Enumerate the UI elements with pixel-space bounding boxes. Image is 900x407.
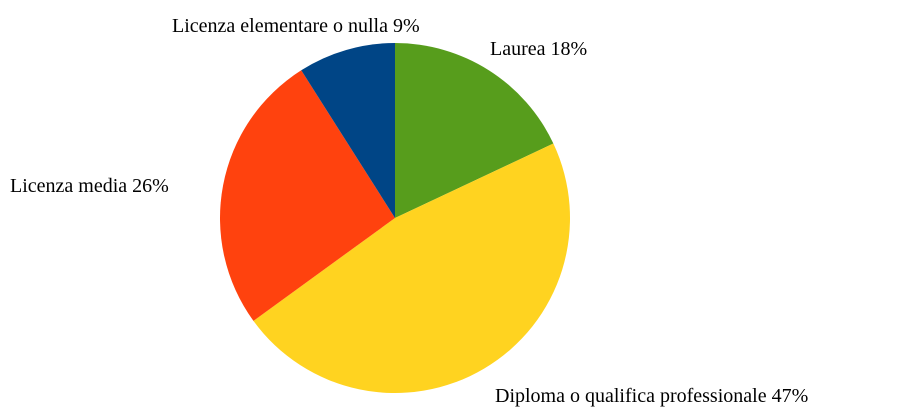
- slice-label: Licenza elementare o nulla 9%: [172, 15, 420, 37]
- category-label: Licenza elementare o nulla: [172, 15, 388, 37]
- category-label: Licenza media: [10, 175, 127, 197]
- slice-label: Licenza media 26%: [10, 175, 169, 197]
- value-label: 9%: [393, 15, 420, 37]
- category-label: Laurea: [490, 38, 546, 60]
- pie-slice: [395, 43, 554, 218]
- category-label: Diploma o qualifica professionale: [495, 385, 767, 407]
- pie-slice: [220, 70, 395, 321]
- value-label: 18%: [551, 38, 588, 60]
- slice-label: Diploma o qualifica professionale 47%: [495, 385, 808, 407]
- pie-slice: [301, 43, 395, 218]
- slice-label: Laurea 18%: [490, 38, 587, 60]
- pie-slice: [253, 143, 570, 394]
- value-label: 26%: [132, 175, 169, 197]
- value-label: 47%: [772, 385, 809, 407]
